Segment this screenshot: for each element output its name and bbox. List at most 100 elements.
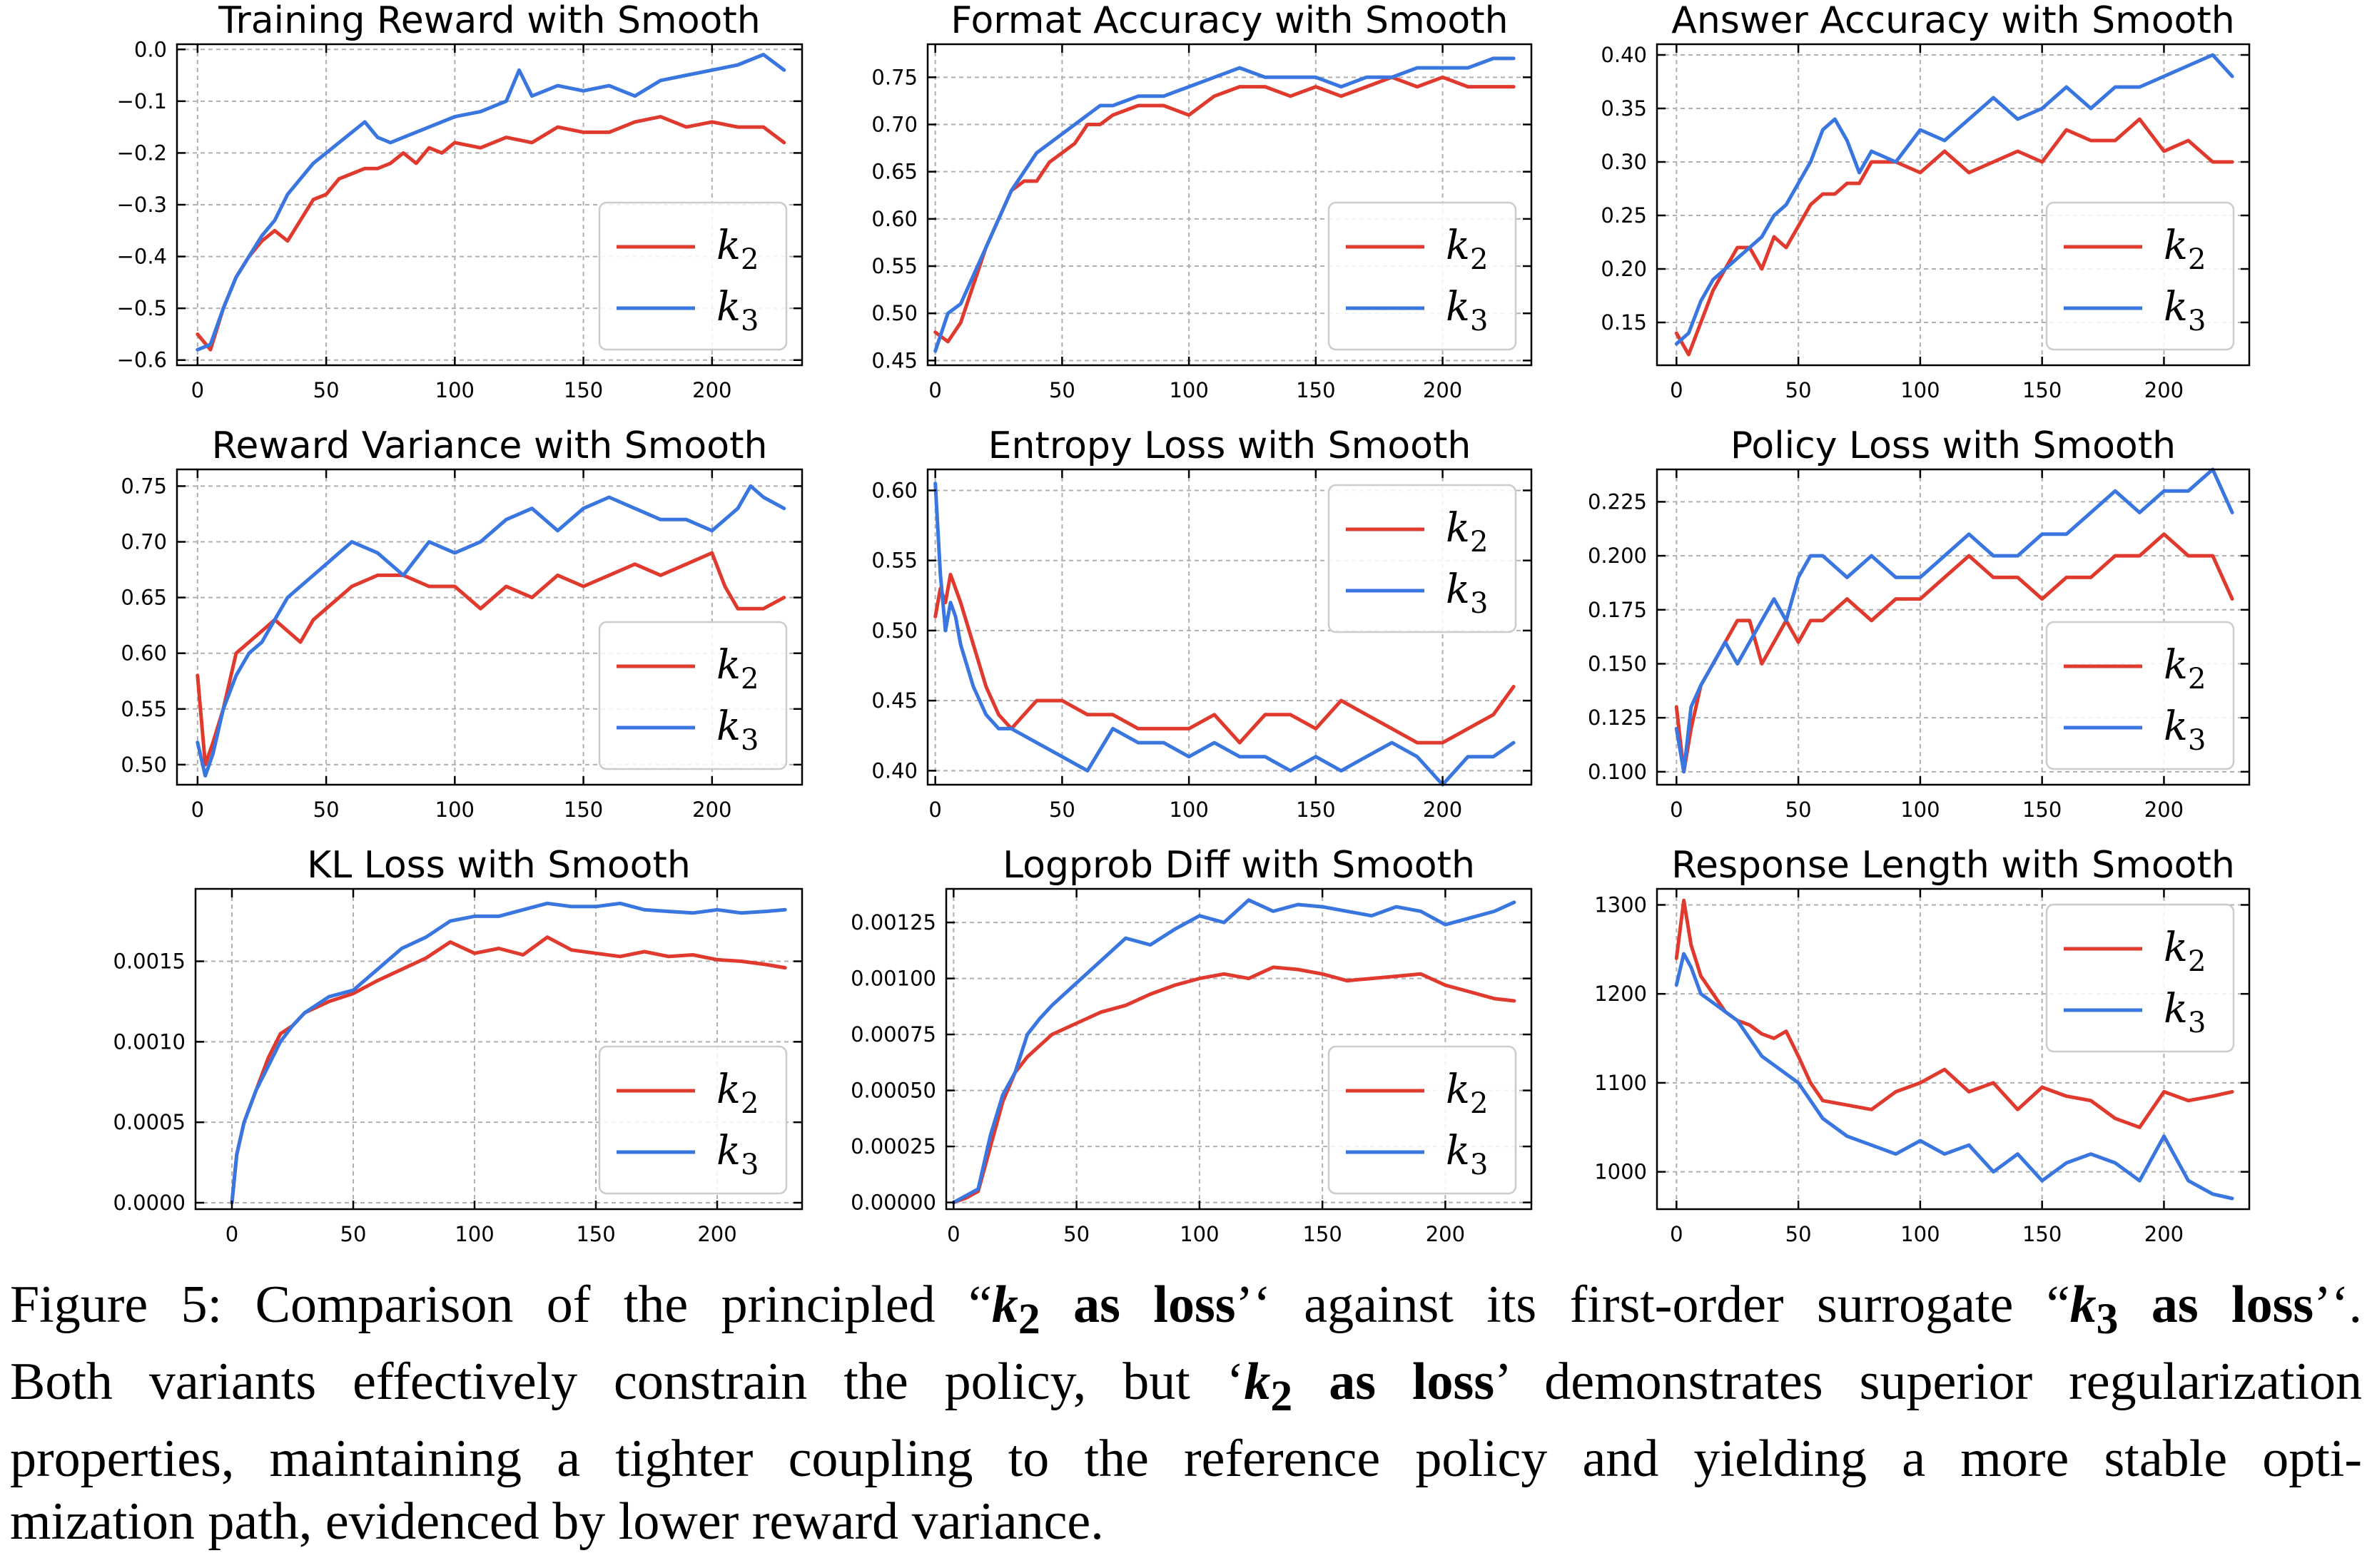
legend-box [2045,621,2235,770]
y-tick-label: 0.55 [871,254,918,278]
chart-panel-6: 0 50 100 150 200 0.100 0.125 0.150 0.175 0.200 0.2… [1588,424,2251,822]
y-tick-label: 1200 [1594,982,1647,1006]
y-tick-label: 0.65 [871,160,918,184]
x-tick-label: 100 [455,1222,494,1246]
y-tick-label: 0.40 [871,758,918,783]
plot-frame [194,887,804,1211]
legend-label-k3: k3 [716,284,759,337]
series-line-k2 [933,572,1516,745]
y-tick-label: −0.5 [117,296,167,320]
series-line-k3 [1674,53,2234,346]
y-tick-label: 0.50 [871,301,918,325]
chart-panel-2: 0 50 100 150 200 0.45 0.50 0.55 0.60 0.65 0.70 0.75… [871,0,1533,402]
y-tick-label: 0.00000 [851,1191,936,1215]
y-tick-label: 0.0005 [113,1110,186,1134]
x-tick-label: 50 [1063,1222,1090,1246]
series-line-k3 [1674,952,2234,1201]
caption-line-1: Figure 5: Comparison of the principled “… [10,1276,2363,1343]
y-tick-label: 0.00125 [851,910,936,935]
x-tick-label: 0 [225,1222,238,1246]
x-tick-label: 150 [564,378,603,402]
series-line-k2 [196,551,786,767]
legend-label-k3: k3 [716,703,759,757]
legend-label-k2: k2 [2164,925,2206,978]
plot-frame [176,468,804,786]
y-tick-label: 0.200 [1588,544,1647,568]
y-tick-label: 0.175 [1588,598,1647,622]
chart-panel-4: 0 50 100 150 200 0.50 0.55 0.60 0.65 0.70 0.75 Rewa… [121,424,804,822]
x-tick-label: 100 [1900,1222,1940,1246]
legend-box [598,201,788,351]
series-line-k2 [196,115,786,352]
y-tick-label: 0.60 [121,641,167,666]
chart-panel-3: 0 50 100 150 200 0.15 0.20 0.25 0.30 0.35 0.40 Answ… [1601,0,2251,402]
x-tick-label: 200 [692,798,731,822]
caption-line-2: Both variants effectively constrain the … [10,1352,2362,1420]
x-tick-label: 150 [2022,378,2062,402]
x-tick-label: 150 [1296,798,1335,822]
y-tick-label: 0.60 [871,478,918,502]
x-tick-label: 100 [1169,798,1208,822]
y-tick-label: −0.4 [117,245,167,269]
x-tick-label: 50 [1785,1222,1812,1246]
y-tick-label: 0.45 [871,348,918,372]
chart-title: Response Length with Smooth [1671,844,2235,887]
y-tick-label: 0.35 [1601,96,1647,121]
x-tick-label: 150 [2022,798,2062,822]
chart-title: Answer Accuracy with Smooth [1671,0,2234,42]
x-tick-label: 0 [1670,1222,1683,1246]
series-line-k2 [230,935,787,1205]
y-tick-label: 0.00075 [851,1022,936,1047]
y-tick-label: 0.50 [871,618,918,643]
y-tick-label: 0.00050 [851,1079,936,1103]
x-tick-label: 0 [928,378,941,402]
x-tick-label: 0 [1670,798,1683,822]
x-tick-label: 200 [1426,1222,1465,1246]
y-tick-label: 0.45 [871,688,918,713]
y-tick-label: 0.00025 [851,1134,936,1159]
x-tick-label: 50 [1785,378,1812,402]
y-tick-label: 0.75 [871,65,918,89]
x-tick-label: 200 [697,1222,736,1246]
x-tick-label: 100 [1169,378,1208,402]
chart-panel-7: 0 50 100 150 200 0.0000 0.0005 0.0010 0.0015 KL L… [113,844,804,1246]
x-tick-label: 50 [1049,798,1075,822]
chart-panel-1: 0 50 100 150 200 0.0 −0.1 −0.2 −0.3 −0.4 −0.5 −0.6 T… [117,0,804,402]
x-tick-label: 100 [435,378,475,402]
x-tick-label: 0 [1670,378,1683,402]
legend-label-k2: k2 [2164,223,2206,276]
legend-box [1327,484,1517,633]
y-tick-label: 0.150 [1588,651,1647,676]
chart-title: Logprob Diff with Smooth [1003,844,1475,887]
y-tick-label: 1100 [1594,1071,1647,1095]
y-tick-label: 0.65 [121,586,167,610]
legend-label-k2: k2 [1446,223,1488,276]
plot-frame [926,43,1533,367]
x-tick-label: 0 [191,378,204,402]
y-tick-label: −0.2 [117,141,167,165]
x-tick-label: 200 [1423,378,1462,402]
x-tick-label: 200 [2144,1222,2184,1246]
y-tick-label: 0.70 [871,113,918,137]
x-tick-label: 50 [1049,378,1075,402]
y-tick-label: 0.25 [1601,203,1647,228]
chart-title: Reward Variance with Smooth [212,424,768,467]
y-tick-label: 0.55 [871,549,918,573]
legend-box [2045,201,2235,351]
x-tick-label: 50 [313,378,340,402]
y-tick-label: 0.20 [1601,257,1647,281]
legend-label-k3: k3 [1446,284,1488,337]
y-tick-label: 0.75 [121,474,167,498]
y-tick-label: 1000 [1594,1160,1647,1184]
y-tick-label: −0.3 [117,193,167,217]
series-line-k3 [196,484,786,778]
chart-panel-8: 0 50 100 150 200 0.00000 0.00025 0.00050 0.00075… [851,844,1533,1246]
y-tick-label: 0.55 [121,697,167,721]
legend-box [598,1045,788,1195]
x-tick-label: 0 [928,798,941,822]
